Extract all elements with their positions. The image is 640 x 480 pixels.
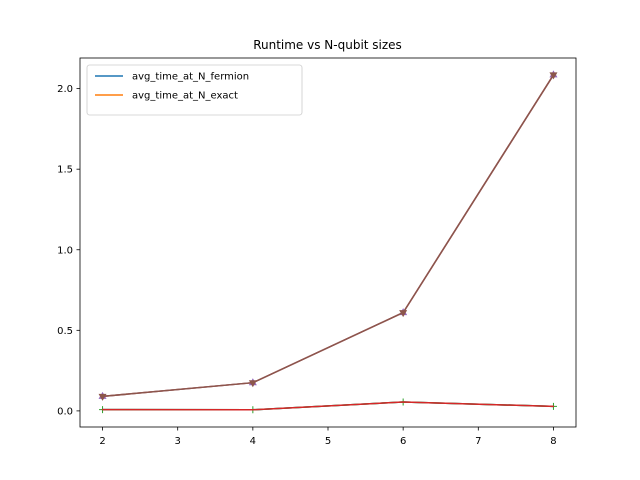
x-tick-label: 5 [325,436,331,447]
plot-area [98,70,558,414]
x-tick-label: 8 [550,436,556,447]
y-tick-label: 0.5 [57,326,73,337]
x-tick-label: 4 [250,436,256,447]
data-point-s5-0 [98,393,107,401]
y-tick-label: 1.5 [57,165,73,176]
x-tick-label: 7 [475,436,481,447]
axes: 2 3 4 5 6 7 8 0.0 0.5 1.0 1.5 2.0 [57,57,577,447]
data-point-s5-3 [549,72,558,80]
data-point-s5-2 [399,310,408,318]
legend-box [86,64,303,116]
x-tick-label: 2 [99,436,105,447]
x-tick-label: 3 [175,436,181,447]
data-point-s5-1 [248,380,257,388]
series-line-3 [101,401,555,411]
y-tick-label: 1.0 [57,245,73,256]
chart-title: Runtime vs N-qubit sizes [253,38,402,52]
y-tick-label: 0.0 [57,406,73,417]
y-tick-label: 2.0 [57,84,73,95]
legend-label: avg_time_at_N_fermion [132,72,249,83]
legend-label: avg_time_at_N_exact [132,91,238,102]
series-line-5 [101,74,555,398]
legend: avg_time_at_N_fermion avg_time_at_N_exact [86,64,303,116]
x-tick-label: 6 [400,436,406,447]
